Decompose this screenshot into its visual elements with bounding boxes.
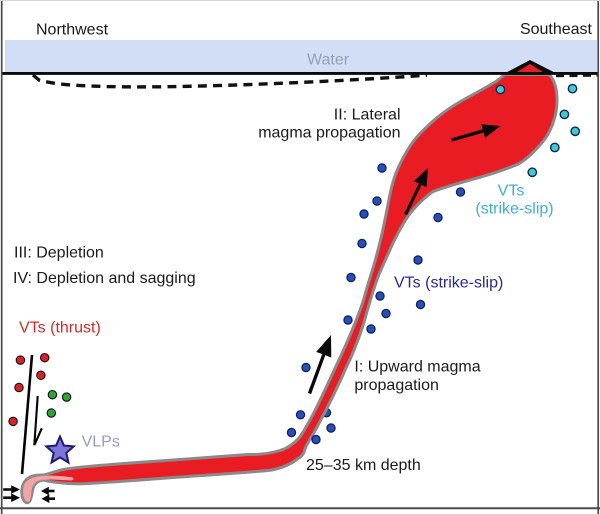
svg-text:I: Upward magma: I: Upward magma <box>354 359 480 376</box>
svg-text:VTs (thrust): VTs (thrust) <box>19 320 101 337</box>
svg-text:III: Depletion: III: Depletion <box>14 245 104 262</box>
svg-text:IV: Depletion and sagging: IV: Depletion and sagging <box>13 270 196 287</box>
svg-text:VTs (strike-slip): VTs (strike-slip) <box>394 275 503 292</box>
svg-text:(strike-slip): (strike-slip) <box>475 201 553 218</box>
svg-text:Northwest: Northwest <box>36 22 109 39</box>
svg-text:propagation: propagation <box>354 377 439 394</box>
svg-text:Southeast: Southeast <box>520 21 593 38</box>
svg-text:magma propagation: magma propagation <box>258 125 400 142</box>
svg-text:VLPs: VLPs <box>82 434 120 451</box>
svg-text:25–35 km depth: 25–35 km depth <box>306 457 421 474</box>
svg-text:Water: Water <box>307 52 350 69</box>
svg-text:II: Lateral: II: Lateral <box>334 107 401 124</box>
svg-text:VTs: VTs <box>498 183 525 200</box>
